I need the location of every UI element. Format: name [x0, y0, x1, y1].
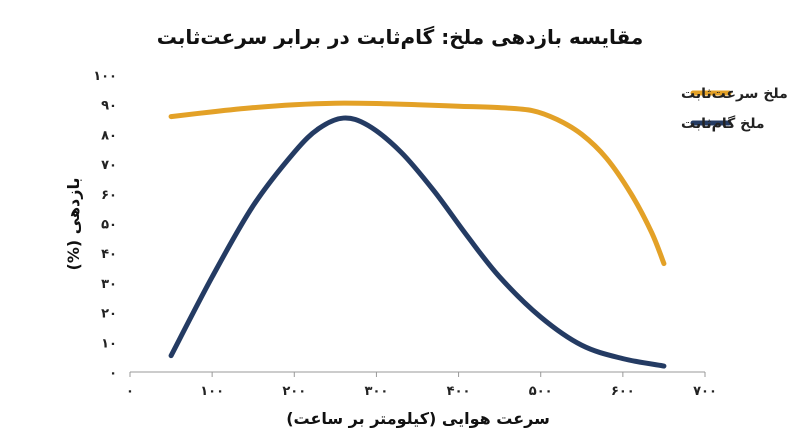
x-tick-label: ۷۰۰ [693, 384, 717, 399]
y-tick-label: ۸۰ [101, 128, 117, 143]
chart-title: مقایسه بازدهی ملخ: گام‌ثابت در برابر سرع… [157, 25, 644, 49]
series-line-1 [168, 100, 667, 267]
y-tick-label: ۶۰ [101, 188, 117, 203]
x-tick-label: ۱۰۰ [200, 384, 224, 399]
y-tick-label: ۲۰ [101, 307, 117, 322]
x-tick-label: ۳۰۰ [365, 384, 389, 399]
y-tick-label: ۱۰ [101, 336, 117, 351]
x-axis-ticks: ۰ ۱۰۰ ۲۰۰ ۳۰۰ ۴۰۰ ۵۰۰ ۶۰۰ ۷۰۰ [126, 372, 717, 399]
y-tick-label: ۷۰ [101, 158, 117, 173]
series-layer [168, 100, 667, 369]
y-tick-label: ۳۰ [101, 277, 117, 292]
y-tick-label: ۹۰ [101, 99, 117, 114]
x-axis-label: سرعت هوایی (کیلومتر بر ساعت) [286, 409, 550, 428]
x-tick-label: ۴۰۰ [447, 384, 471, 399]
legend-label-1: ملخ سرعت‌ثابت [681, 86, 788, 102]
y-axis-label: بازدهی (%) [64, 178, 83, 271]
y-tick-label: ۴۰ [101, 247, 117, 262]
legend-label-2: ملخ گام‌ثابت [681, 115, 765, 132]
y-tick-label: ۰ [109, 366, 117, 381]
x-tick-label: ۲۰۰ [282, 384, 306, 399]
x-tick-label: ۶۰۰ [611, 384, 635, 399]
y-tick-label: ۵۰ [101, 218, 117, 233]
legend: ملخ سرعت‌ثابت ملخ گام‌ثابت [681, 86, 788, 132]
y-axis-ticks: ۰ ۱۰ ۲۰ ۳۰ ۴۰ ۵۰ ۶۰ ۷۰ ۸۰ ۹۰ ۱۰۰ [93, 69, 117, 381]
y-tick-label: ۱۰۰ [93, 69, 117, 84]
x-tick-label: ۵۰۰ [529, 384, 553, 399]
x-tick-label: ۰ [126, 384, 134, 399]
series-line-2 [168, 115, 667, 369]
